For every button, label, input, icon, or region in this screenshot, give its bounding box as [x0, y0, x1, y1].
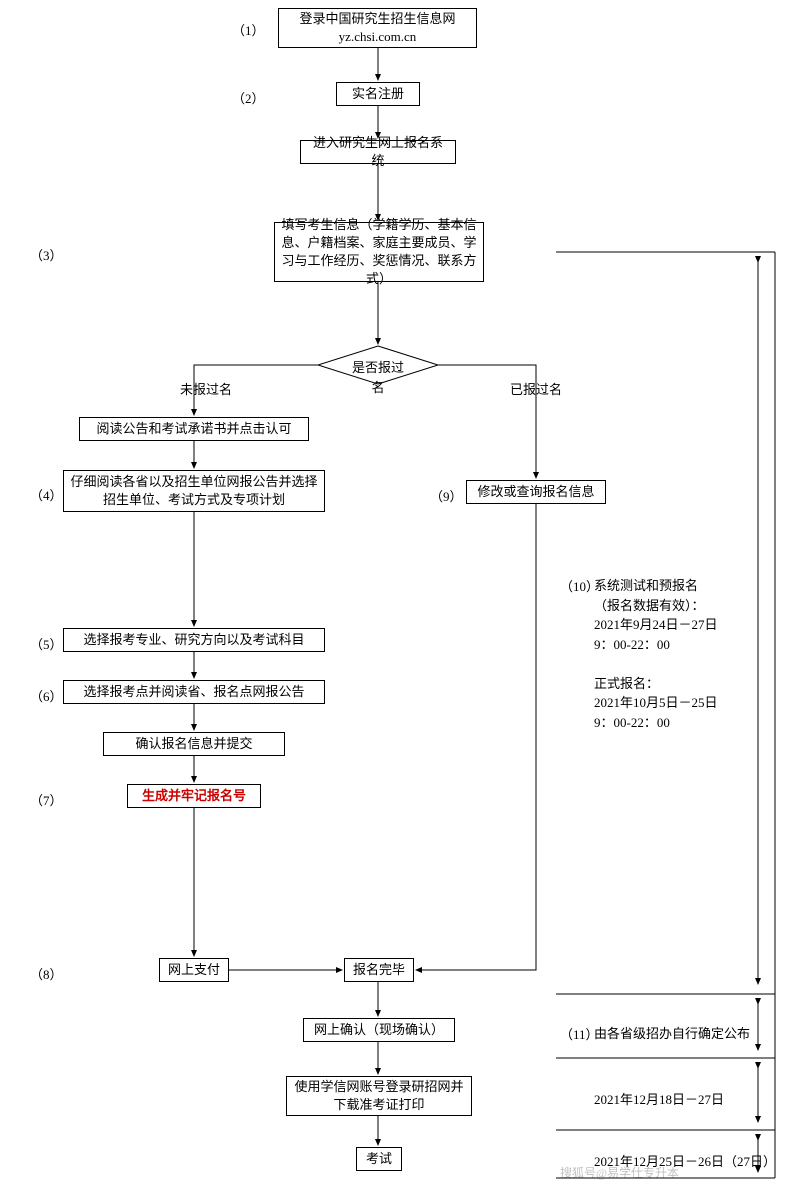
- watermark: 搜狐号@易学仕专升本: [560, 1164, 679, 1181]
- connectors: [0, 0, 786, 1184]
- flowchart-canvas: 登录中国研究生招生信息网 yz.chsi.com.cn 实名注册 进入研究生网上…: [0, 0, 786, 1184]
